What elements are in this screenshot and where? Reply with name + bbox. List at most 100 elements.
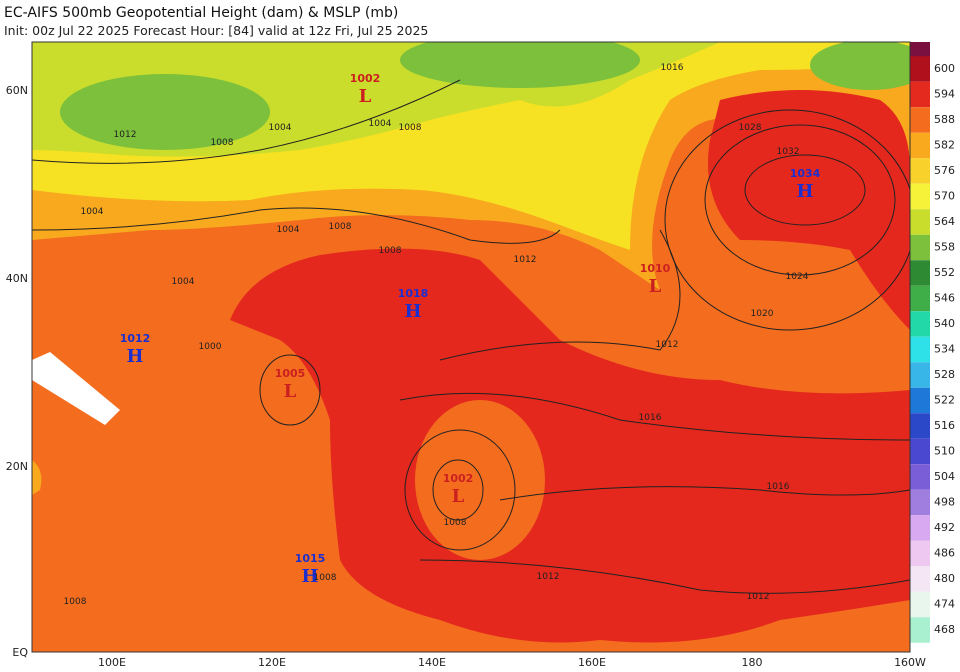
isobar-label: 1004 [277,225,300,235]
colorbar-cell [910,566,930,592]
isobar-label: 1008 [64,597,87,607]
colorbar-label: 510 [934,445,955,458]
isobar-label: 1008 [444,518,467,528]
isobar-label: 1008 [399,123,422,133]
isobar-label: 1004 [81,207,104,217]
height-field [32,42,910,652]
isobar-label: 1028 [739,123,762,133]
colorbar-cell [910,56,930,82]
colorbar-label: 480 [934,572,955,585]
pressure-value: 1005 [275,367,306,380]
colorbar-cell [910,617,930,643]
lat-label: 60N [6,84,28,97]
lon-label: 100E [98,656,126,669]
colorbar-label: 570 [934,190,955,203]
colorbar-cell [910,464,930,490]
isobar-label: 1008 [314,573,337,583]
pressure-letter: H [796,181,813,202]
pressure-value: 1002 [350,72,381,85]
isobar-label: 1008 [329,222,352,232]
isobar-label: 1016 [661,63,684,73]
lat-label: EQ [12,646,28,659]
colorbar-label: 594 [934,88,955,101]
colorbar-label: 468 [934,623,955,636]
colorbar-label: 516 [934,419,955,432]
colorbar-label: 600 [934,62,955,75]
pressure-value: 1002 [443,472,474,485]
isobar-label: 1024 [786,272,809,282]
colorbar-cell [910,260,930,286]
isobar-label: 1004 [269,123,292,133]
colorbar-label: 552 [934,266,955,279]
colorbar-cell [910,489,930,516]
pressure-value: 1010 [640,262,671,275]
colorbar-label: 498 [934,496,955,509]
title: EC-AIFS 500mb Geopotential Height (dam) … [4,5,398,21]
colorbar: 600 594 588 582 576 570 564 558 552 546 540 534 528 5… [910,42,955,643]
colorbar-label: 558 [934,241,955,254]
colorbar-label: 534 [934,343,955,356]
isobar-label: 1012 [656,340,679,350]
lon-label: 160W [894,656,926,669]
colorbar-label: 474 [934,598,955,611]
isobar-label: 1032 [777,147,800,157]
colorbar-label: 576 [934,164,955,177]
lon-label: 120E [258,656,286,669]
pressure-letter: H [301,566,318,587]
colorbar-cell [910,387,930,414]
map-frame [31,41,911,653]
pressure-value: 1034 [790,167,821,180]
colorbar-label: 540 [934,317,955,330]
colorbar-cell [910,285,930,312]
colorbar-label: 504 [934,470,955,483]
colorbar-label: 582 [934,139,955,152]
isobar-label: 1012 [114,130,137,140]
isobar-label: 1016 [767,482,790,492]
isobar-label: 1012 [514,255,537,265]
colorbar-label: 492 [934,521,955,534]
colorbar-cell [910,107,930,133]
isobar-label: 1012 [537,572,560,582]
isobar-label: 1020 [751,309,774,319]
colorbar-cell [910,234,930,261]
colorbar-label: 486 [934,547,955,560]
isobar-label: 1008 [211,138,234,148]
colorbar-label: 522 [934,394,955,407]
pressure-value: 1012 [120,332,151,345]
colorbar-label: 528 [934,368,955,381]
colorbar-label: 588 [934,113,955,126]
isobar-label: 1004 [172,277,195,287]
colorbar-cell [910,515,930,541]
isobar-label: 1000 [199,342,222,352]
isobar-label: 1016 [639,413,662,423]
colorbar-cell [910,183,930,210]
pressure-letter: H [126,346,143,367]
colorbar-label: 564 [934,215,955,228]
pressure-letter: L [284,381,297,402]
colorbar-cell [910,311,930,337]
pressure-letter: H [404,301,421,322]
colorbar-cell [910,540,930,567]
colorbar-cell [910,158,930,184]
colorbar-label: 546 [934,292,955,305]
pressure-letter: L [452,486,465,507]
colorbar-cell [910,336,930,363]
lon-label: 160E [578,656,606,669]
colorbar-cell [910,413,930,439]
lat-label: 20N [6,460,28,473]
colorbar-cell [910,132,930,159]
pressure-value: 1015 [295,552,326,565]
isobar-label: 1012 [747,592,770,602]
lon-label: 140E [418,656,446,669]
colorbar-cell [910,81,930,108]
pressure-letter: L [649,276,662,297]
pressure-letter: L [359,86,372,107]
colorbar-cell [910,591,930,618]
colorbar-cell [910,209,930,235]
isobar-label: 1008 [379,246,402,256]
lon-label: 180 [742,656,763,669]
pressure-value: 1018 [398,287,429,300]
lat-label: 40N [6,272,28,285]
subtitle: Init: 00z Jul 22 2025 Forecast Hour: [84… [4,23,428,38]
